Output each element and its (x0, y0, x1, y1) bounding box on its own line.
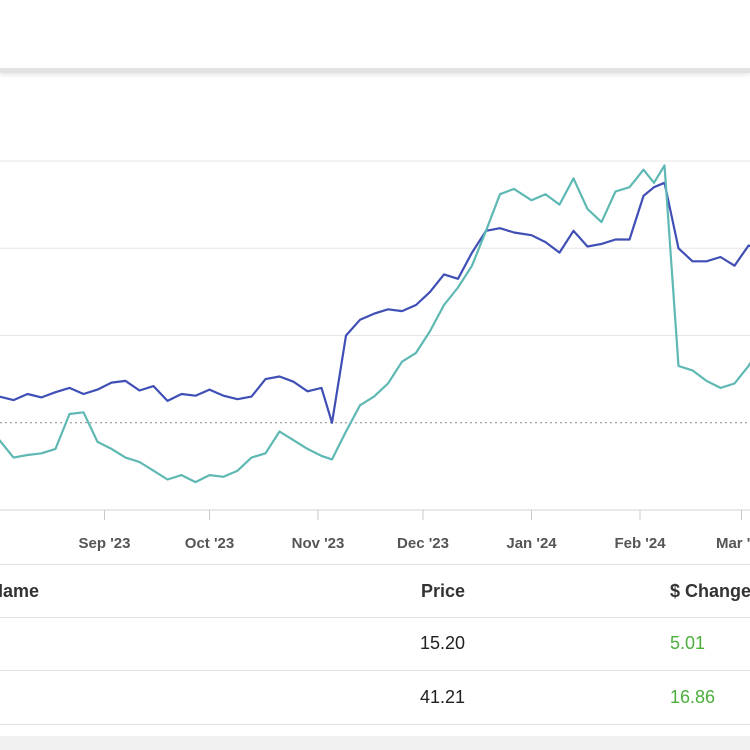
holdings-table: Name Price $ Change 15.20 5.01 41.21 16.… (0, 564, 750, 750)
price-cell: 41.21 (419, 687, 465, 707)
top-bar (0, 0, 750, 73)
series-line (0, 164, 750, 484)
x-tick-label: Sep '23 (79, 535, 131, 552)
column-header-name[interactable]: Name (0, 580, 40, 601)
x-tick-label: Oct '23 (185, 535, 234, 552)
table-row[interactable]: 15.20 5.01 (0, 617, 750, 671)
column-header-change[interactable]: $ Change (670, 580, 750, 601)
column-header-price[interactable]: Price (420, 580, 465, 601)
series-layer (0, 164, 750, 484)
price-chart: Sep '23 Oct '23 Nov '23 Dec '23 Jan '24 Feb '… (0, 74, 750, 564)
x-tick-label: Dec '23 (397, 535, 449, 552)
change-cell: 5.01 (670, 633, 706, 653)
x-axis: Sep '23 Oct '23 Nov '23 Dec '23 Jan '24 Feb '… (79, 510, 750, 552)
grid-lines (0, 160, 750, 511)
x-tick-label: Mar '24 (716, 535, 750, 552)
table-header-row: Name Price $ Change (0, 564, 750, 618)
change-cell: 16.86 (670, 687, 716, 707)
x-tick-label: Feb '24 (614, 535, 666, 552)
series-line (0, 181, 750, 424)
x-tick-label: Jan '24 (506, 535, 557, 552)
table-row[interactable]: 41.21 16.86 (0, 671, 750, 725)
bottom-strip (0, 736, 750, 750)
chart-svg: Sep '23 Oct '23 Nov '23 Dec '23 Jan '24 Feb '… (0, 160, 750, 552)
price-cell: 15.20 (419, 633, 465, 653)
x-tick-label: Nov '23 (292, 535, 345, 552)
